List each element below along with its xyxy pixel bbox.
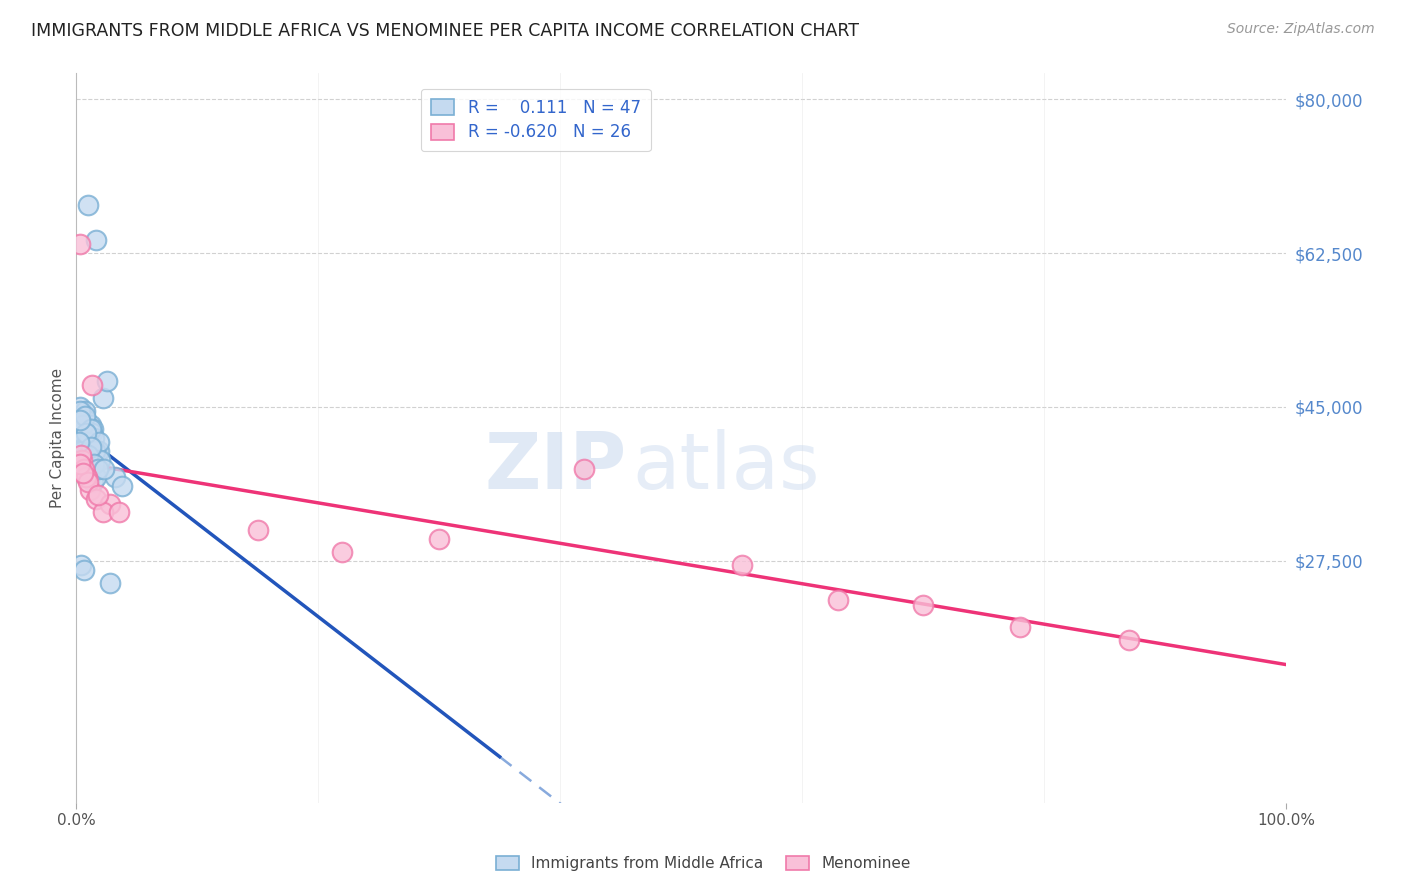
Point [75, 426, 97, 441]
Text: IMMIGRANTS FROM MIDDLE AFRICA VS MENOMINEE PER CAPITA INCOME CORRELATION CHART: IMMIGRANTS FROM MIDDLE AFRICA VS MENOMIN… [31, 22, 859, 40]
Point [67, 435, 90, 450]
Point [84, 470, 107, 484]
Point [80, 426, 103, 441]
Point [332, 545, 354, 559]
Point [91, 391, 114, 405]
Point [73, 466, 96, 480]
Point [77, 448, 100, 462]
Point [79, 483, 101, 498]
Point [72, 440, 94, 454]
Point [98, 497, 121, 511]
Point [75, 413, 97, 427]
Point [76, 470, 98, 484]
Point [574, 461, 596, 475]
Point [69, 237, 91, 252]
Point [72, 409, 94, 423]
Point [86, 444, 108, 458]
Text: Source: ZipAtlas.com: Source: ZipAtlas.com [1227, 22, 1375, 37]
Point [77, 475, 100, 489]
Point [79, 435, 101, 450]
Legend: R =    0.111   N = 47, R = -0.620   N = 26: R = 0.111 N = 47, R = -0.620 N = 26 [422, 88, 651, 152]
Legend: Immigrants from Middle Africa, Menominee: Immigrants from Middle Africa, Menominee [489, 849, 917, 877]
Point [83, 431, 105, 445]
Point [246, 523, 269, 537]
Point [98, 575, 121, 590]
Point [1008, 620, 1031, 634]
Point [827, 593, 849, 607]
Point [73, 457, 96, 471]
Point [80, 378, 103, 392]
Point [70, 426, 93, 441]
Point [911, 598, 934, 612]
Point [84, 444, 107, 458]
Point [83, 457, 105, 471]
Point [107, 506, 129, 520]
Point [75, 409, 97, 423]
Point [67, 431, 90, 445]
Point [89, 452, 111, 467]
Point [70, 448, 93, 462]
Point [1118, 632, 1140, 647]
Point [77, 461, 100, 475]
Point [80, 422, 103, 436]
Point [72, 417, 94, 432]
Point [70, 452, 93, 467]
Point [89, 444, 111, 458]
Point [77, 198, 100, 212]
Point [69, 413, 91, 427]
Point [84, 233, 107, 247]
Y-axis label: Per Capita Income: Per Capita Income [51, 368, 65, 508]
Point [730, 558, 752, 573]
Point [73, 404, 96, 418]
Point [76, 435, 98, 450]
Point [84, 492, 107, 507]
Point [72, 452, 94, 467]
Point [72, 563, 94, 577]
Text: ZIP: ZIP [485, 429, 627, 505]
Point [91, 506, 114, 520]
Point [82, 475, 104, 489]
Point [96, 374, 118, 388]
Point [87, 488, 110, 502]
Point [72, 461, 94, 475]
Point [76, 444, 98, 458]
Point [72, 444, 94, 458]
Point [80, 440, 103, 454]
Point [69, 404, 91, 418]
Point [87, 461, 110, 475]
Point [104, 470, 127, 484]
Point [82, 422, 104, 436]
Point [69, 400, 91, 414]
Point [427, 532, 450, 546]
Point [75, 470, 97, 484]
Point [93, 461, 115, 475]
Point [70, 558, 93, 573]
Point [76, 466, 98, 480]
Point [111, 479, 134, 493]
Point [80, 417, 103, 432]
Text: atlas: atlas [633, 429, 820, 505]
Point [72, 466, 94, 480]
Point [87, 435, 110, 450]
Point [69, 457, 91, 471]
